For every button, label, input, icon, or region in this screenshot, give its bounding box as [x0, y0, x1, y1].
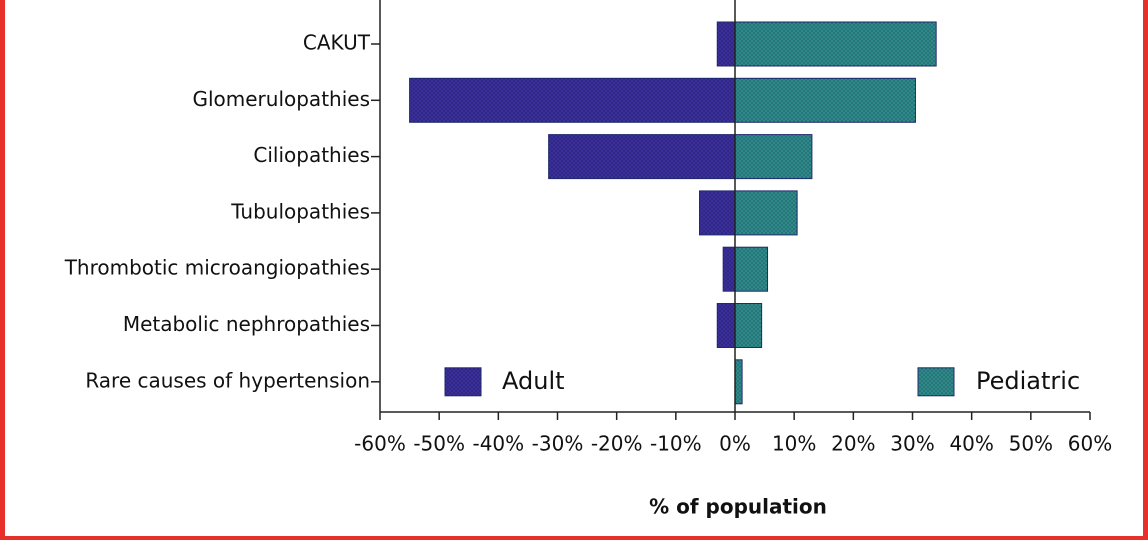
chart: % of population -60% -50% -40% -30% -20% -10%…: [64, 0, 1112, 519]
x-tick-label: -50%: [413, 432, 465, 456]
bar: [548, 134, 736, 180]
legend-swatch: [917, 367, 955, 397]
bar: [734, 190, 798, 236]
bar: [716, 303, 736, 348]
bar: [734, 303, 763, 348]
x-tick-label: 50%: [1009, 432, 1053, 456]
bar: [734, 246, 769, 292]
bar: [734, 77, 916, 123]
x-tick-label: 30%: [890, 432, 934, 456]
y-tick-label: Thrombotic microangiopathies: [64, 256, 370, 280]
legend-swatch: [444, 367, 482, 397]
legend-label: Pediatric: [976, 367, 1080, 395]
x-tick-label: 20%: [831, 432, 875, 456]
bar: [734, 134, 813, 180]
y-tick-label: CAKUT: [303, 31, 371, 55]
y-tick-label: Ciliopathies: [253, 143, 370, 167]
bar: [734, 21, 937, 67]
y-tick-label: Metabolic nephropathies: [123, 312, 370, 336]
x-tick-label: 10%: [772, 432, 816, 456]
x-tick-label: 60%: [1068, 432, 1112, 456]
y-tick-label: Rare causes of hypertension: [85, 368, 370, 392]
y-tick-label: Glomerulopathies: [192, 87, 370, 111]
bar: [716, 21, 736, 67]
x-tick-label: -10%: [650, 432, 702, 456]
y-tick-label: Tubulopathies: [230, 199, 370, 223]
bar: [734, 359, 743, 405]
x-tick-label: -20%: [591, 432, 643, 456]
legend-label: Adult: [502, 367, 565, 395]
bar: [409, 77, 736, 123]
x-tick-label: 0%: [719, 432, 751, 456]
x-tick-label: -40%: [472, 432, 524, 456]
x-tick-label: -30%: [532, 432, 584, 456]
x-tick-label: -60%: [354, 432, 406, 456]
bar: [699, 190, 736, 236]
bar: [722, 246, 736, 292]
x-axis-label: % of population: [649, 495, 827, 519]
x-tick-label: 40%: [949, 432, 993, 456]
